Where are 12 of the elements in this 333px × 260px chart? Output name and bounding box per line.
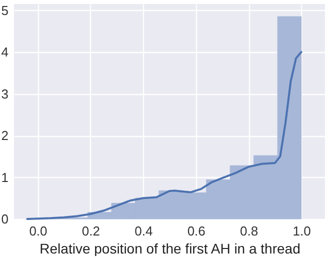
x-tick-label: 0.0 <box>29 224 48 238</box>
y-tick-label: 1 <box>1 170 8 185</box>
x-tick-label: 0.2 <box>82 224 100 238</box>
y-tick-label: 5 <box>1 2 8 18</box>
y-tick-label: 0 <box>1 212 8 226</box>
x-tick-label: 1.0 <box>292 224 311 238</box>
y-tick-label: 3 <box>1 86 8 102</box>
x-tick-label: 0.4 <box>134 224 153 238</box>
y-tick-label: 4 <box>1 44 8 60</box>
x-tick-label: 0.8 <box>240 224 258 238</box>
x-tick-label: 0.6 <box>187 224 206 238</box>
y-tick-label: 2 <box>1 128 8 144</box>
